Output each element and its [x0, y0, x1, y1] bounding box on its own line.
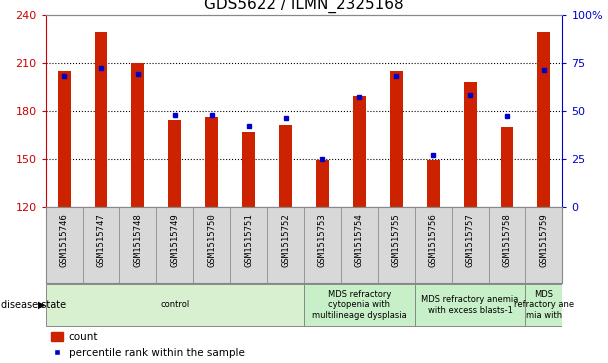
Text: GSM1515750: GSM1515750 — [207, 213, 216, 267]
Text: GSM1515759: GSM1515759 — [539, 213, 548, 267]
Text: GSM1515751: GSM1515751 — [244, 213, 253, 267]
Bar — [267, 207, 304, 283]
Bar — [206, 117, 218, 207]
Bar — [415, 207, 452, 283]
Text: GSM1515757: GSM1515757 — [466, 213, 475, 267]
Bar — [464, 82, 477, 207]
Bar — [427, 160, 440, 207]
Bar — [46, 207, 83, 283]
Text: MDS refractory anemia
with excess blasts-1: MDS refractory anemia with excess blasts… — [421, 295, 519, 315]
Bar — [46, 284, 304, 326]
Text: GSM1515747: GSM1515747 — [97, 213, 105, 267]
Bar — [83, 207, 119, 283]
Text: GSM1515752: GSM1515752 — [281, 213, 290, 267]
Bar — [279, 125, 292, 207]
Bar — [390, 71, 402, 207]
Text: MDS refractory
cytopenia with
multilineage dysplasia: MDS refractory cytopenia with multilinea… — [312, 290, 407, 320]
Bar — [353, 96, 366, 207]
Bar — [452, 207, 489, 283]
Text: GSM1515754: GSM1515754 — [355, 213, 364, 267]
Bar — [537, 32, 550, 207]
Bar — [94, 32, 108, 207]
Legend: count, percentile rank within the sample: count, percentile rank within the sample — [51, 332, 244, 358]
Bar — [489, 207, 525, 283]
Text: disease state: disease state — [1, 300, 66, 310]
Text: MDS
refractory ane
mia with: MDS refractory ane mia with — [514, 290, 574, 320]
Text: GSM1515749: GSM1515749 — [170, 213, 179, 267]
Bar — [242, 131, 255, 207]
Text: GSM1515748: GSM1515748 — [133, 213, 142, 267]
Bar — [525, 207, 562, 283]
Bar — [415, 284, 525, 326]
Bar — [168, 120, 181, 207]
Text: ▶: ▶ — [38, 300, 45, 310]
Text: GSM1515756: GSM1515756 — [429, 213, 438, 267]
Bar — [58, 71, 71, 207]
Text: GSM1515753: GSM1515753 — [318, 213, 327, 267]
Bar — [119, 207, 156, 283]
Bar — [230, 207, 267, 283]
Bar — [304, 207, 341, 283]
Bar — [193, 207, 230, 283]
Text: control: control — [160, 301, 190, 309]
Bar — [341, 207, 378, 283]
Bar — [500, 127, 514, 207]
Bar — [156, 207, 193, 283]
Text: GSM1515758: GSM1515758 — [503, 213, 511, 267]
Bar — [131, 63, 144, 207]
Text: GSM1515746: GSM1515746 — [60, 213, 69, 267]
Text: GSM1515755: GSM1515755 — [392, 213, 401, 267]
Bar — [378, 207, 415, 283]
Bar — [304, 284, 415, 326]
Bar — [316, 160, 329, 207]
Title: GDS5622 / ILMN_2325168: GDS5622 / ILMN_2325168 — [204, 0, 404, 13]
Bar — [525, 284, 562, 326]
